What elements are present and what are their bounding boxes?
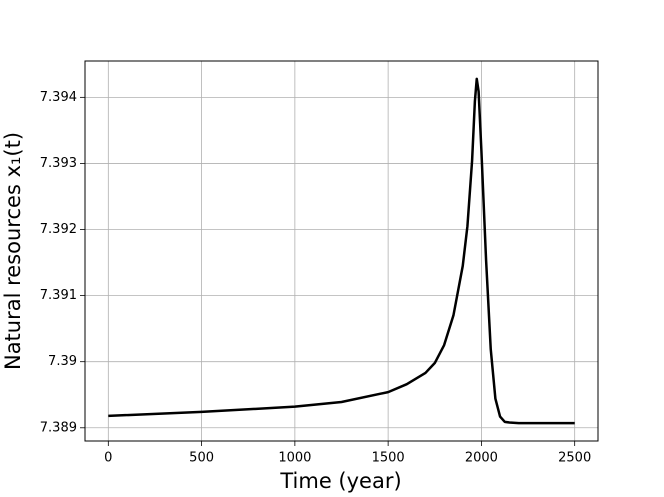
x-tick-label: 0 (104, 451, 112, 466)
x-tick-label: 2500 (558, 451, 591, 466)
x-axis-label: Time (year) (279, 469, 401, 493)
y-tick-label: 7.391 (40, 288, 77, 303)
x-tick-label: 2000 (465, 451, 498, 466)
y-axis-label: Natural resources x₁(t) (1, 132, 25, 370)
plot-frame (84, 60, 599, 442)
y-tick-label: 7.392 (40, 222, 77, 237)
line (108, 77, 575, 425)
y-tick-label: 7.39 (48, 354, 77, 369)
x-tick-label: 1000 (278, 451, 311, 466)
x-tick-label: 500 (189, 451, 214, 466)
y-tick-label: 7.389 (40, 420, 77, 435)
y-tick-label: 7.393 (40, 156, 77, 171)
y-tick-label: 7.394 (40, 90, 77, 105)
x-tick-label: 1500 (372, 451, 405, 466)
